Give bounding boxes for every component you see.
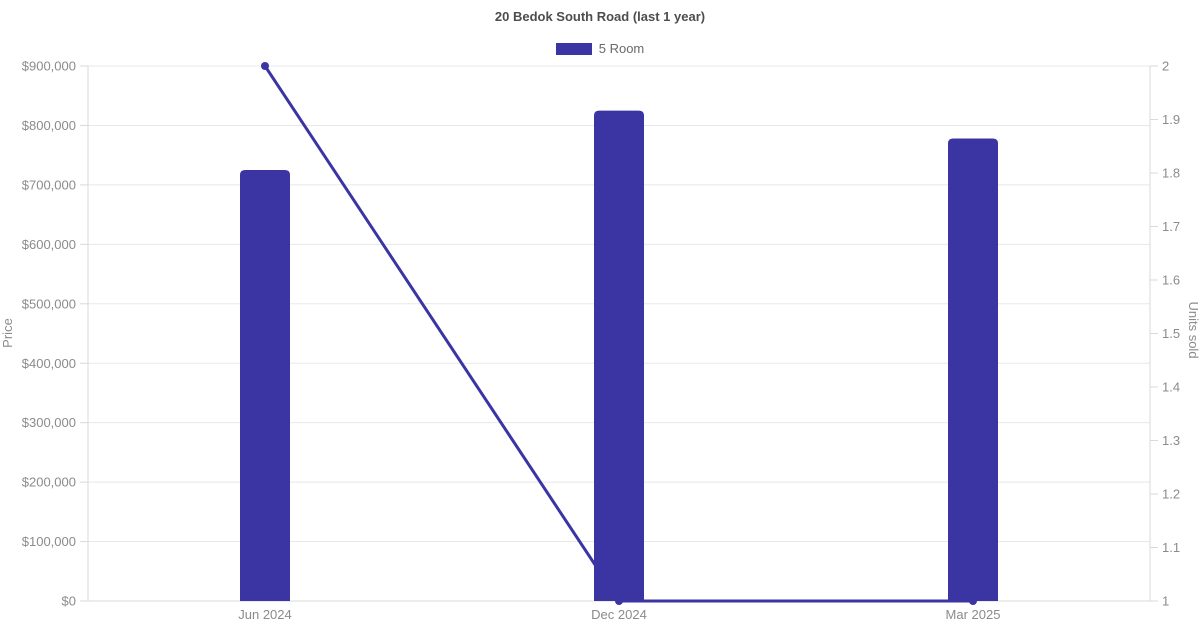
y-right-tick-label: 1 xyxy=(1162,594,1169,609)
y-left-tick-label: $400,000 xyxy=(22,356,76,371)
x-tick-label: Jun 2024 xyxy=(238,607,292,622)
y-right-tick-label: 1.6 xyxy=(1162,273,1180,288)
y-left-tick-label: $800,000 xyxy=(22,118,76,133)
legend-item-5-room[interactable]: 5 Room xyxy=(555,41,645,56)
y-right-tick-label: 1.3 xyxy=(1162,433,1180,448)
y-right-tick-label: 1.5 xyxy=(1162,326,1180,341)
y-left-tick-label: $600,000 xyxy=(22,237,76,252)
y-axis-left-title: Price xyxy=(0,318,15,348)
y-axis-right-title: Units sold xyxy=(1186,301,1200,358)
legend: 5 Room xyxy=(0,41,1200,56)
legend-swatch xyxy=(555,42,592,55)
y-left-tick-label: $200,000 xyxy=(22,475,76,490)
y-right-tick-label: 1.8 xyxy=(1162,166,1180,181)
legend-label: 5 Room xyxy=(598,41,645,56)
x-tick-label: Dec 2024 xyxy=(591,607,647,622)
line-point-mar-2025[interactable] xyxy=(969,597,977,605)
y-left-tick-label: $900,000 xyxy=(22,59,76,74)
y-right-tick-label: 1.2 xyxy=(1162,487,1180,502)
y-right-tick-label: 1.1 xyxy=(1162,540,1180,555)
y-left-tick-label: $300,000 xyxy=(22,415,76,430)
bar-dec-2024[interactable] xyxy=(594,110,644,601)
y-right-tick-label: 1.9 xyxy=(1162,112,1180,127)
line-point-jun-2024[interactable] xyxy=(261,62,269,70)
y-left-tick-label: $500,000 xyxy=(22,296,76,311)
y-left-tick-label: $700,000 xyxy=(22,177,76,192)
y-right-tick-label: 2 xyxy=(1162,59,1169,74)
line-point-dec-2024[interactable] xyxy=(615,597,623,605)
y-right-tick-label: 1.4 xyxy=(1162,380,1180,395)
y-left-tick-label: $0 xyxy=(62,594,76,609)
bar-mar-2025[interactable] xyxy=(948,138,998,601)
y-right-tick-label: 1.7 xyxy=(1162,219,1180,234)
y-left-tick-label: $100,000 xyxy=(22,534,76,549)
bar-jun-2024[interactable] xyxy=(240,170,290,601)
chart-title: 20 Bedok South Road (last 1 year) xyxy=(494,9,706,24)
x-tick-label: Mar 2025 xyxy=(946,607,1001,622)
